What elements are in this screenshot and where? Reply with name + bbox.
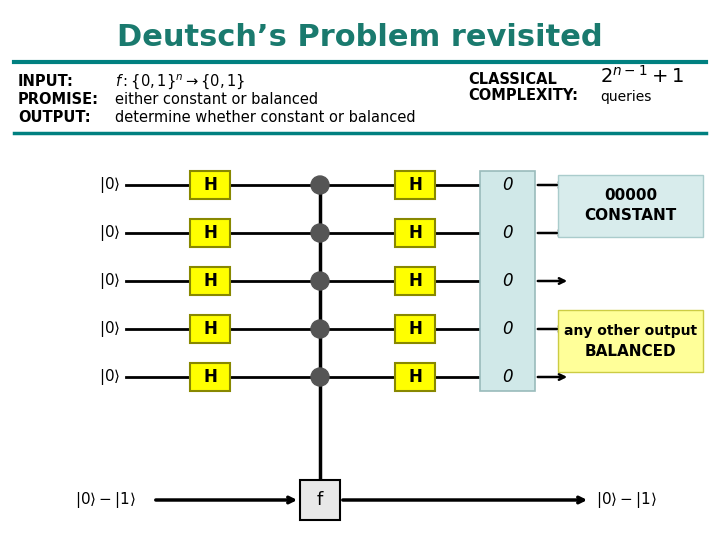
Text: INPUT:: INPUT: (18, 75, 74, 90)
Text: $2^{n-1}+1$: $2^{n-1}+1$ (600, 65, 684, 87)
Text: 0: 0 (502, 320, 513, 338)
Circle shape (311, 224, 329, 242)
Bar (558, 175, 703, 237)
Circle shape (311, 320, 329, 338)
Text: H: H (203, 224, 217, 242)
Text: H: H (203, 272, 217, 290)
Text: 0: 0 (502, 368, 513, 386)
Text: Deutsch’s Problem revisited: Deutsch’s Problem revisited (117, 24, 603, 52)
Text: any other output: any other output (564, 324, 697, 338)
Bar (190, 315, 230, 343)
Bar (190, 219, 230, 247)
Bar (190, 363, 230, 391)
Bar (395, 171, 435, 199)
Text: CLASSICAL: CLASSICAL (468, 72, 557, 87)
Text: H: H (408, 320, 422, 338)
Text: H: H (203, 368, 217, 386)
Bar (395, 219, 435, 247)
Text: COMPLEXITY:: COMPLEXITY: (468, 89, 578, 104)
Text: OUTPUT:: OUTPUT: (18, 111, 91, 125)
Text: $|0\rangle$: $|0\rangle$ (99, 319, 121, 339)
Bar (190, 171, 230, 199)
Text: 00000: 00000 (604, 188, 657, 204)
Text: $|0\rangle$: $|0\rangle$ (99, 223, 121, 243)
Text: $|0\rangle-|1\rangle$: $|0\rangle-|1\rangle$ (596, 490, 657, 510)
Text: 0: 0 (502, 176, 513, 194)
Bar (300, 480, 340, 520)
Text: H: H (203, 320, 217, 338)
Text: H: H (408, 272, 422, 290)
Bar (558, 310, 703, 372)
Text: $|0\rangle-|1\rangle$: $|0\rangle-|1\rangle$ (75, 490, 135, 510)
Bar (395, 315, 435, 343)
Text: $|0\rangle$: $|0\rangle$ (99, 271, 121, 291)
Text: either constant or balanced: either constant or balanced (115, 92, 318, 107)
Text: 0: 0 (502, 224, 513, 242)
Text: H: H (408, 224, 422, 242)
Text: 0: 0 (502, 272, 513, 290)
Text: $|0\rangle$: $|0\rangle$ (99, 367, 121, 387)
Text: $f:\{0,1\}^n \rightarrow \{0,1\}$: $f:\{0,1\}^n \rightarrow \{0,1\}$ (115, 72, 246, 91)
Text: PROMISE:: PROMISE: (18, 92, 99, 107)
Text: queries: queries (600, 90, 652, 104)
Text: BALANCED: BALANCED (585, 343, 676, 359)
Circle shape (311, 368, 329, 386)
Text: H: H (408, 176, 422, 194)
Text: $|0\rangle$: $|0\rangle$ (99, 175, 121, 195)
Text: determine whether constant or balanced: determine whether constant or balanced (115, 111, 415, 125)
Bar (480, 171, 535, 391)
Bar (190, 267, 230, 295)
Text: CONSTANT: CONSTANT (585, 208, 677, 224)
Text: f: f (317, 491, 323, 509)
Text: H: H (203, 176, 217, 194)
Circle shape (311, 272, 329, 290)
Text: H: H (408, 368, 422, 386)
Bar (395, 363, 435, 391)
Circle shape (311, 176, 329, 194)
Bar (395, 267, 435, 295)
